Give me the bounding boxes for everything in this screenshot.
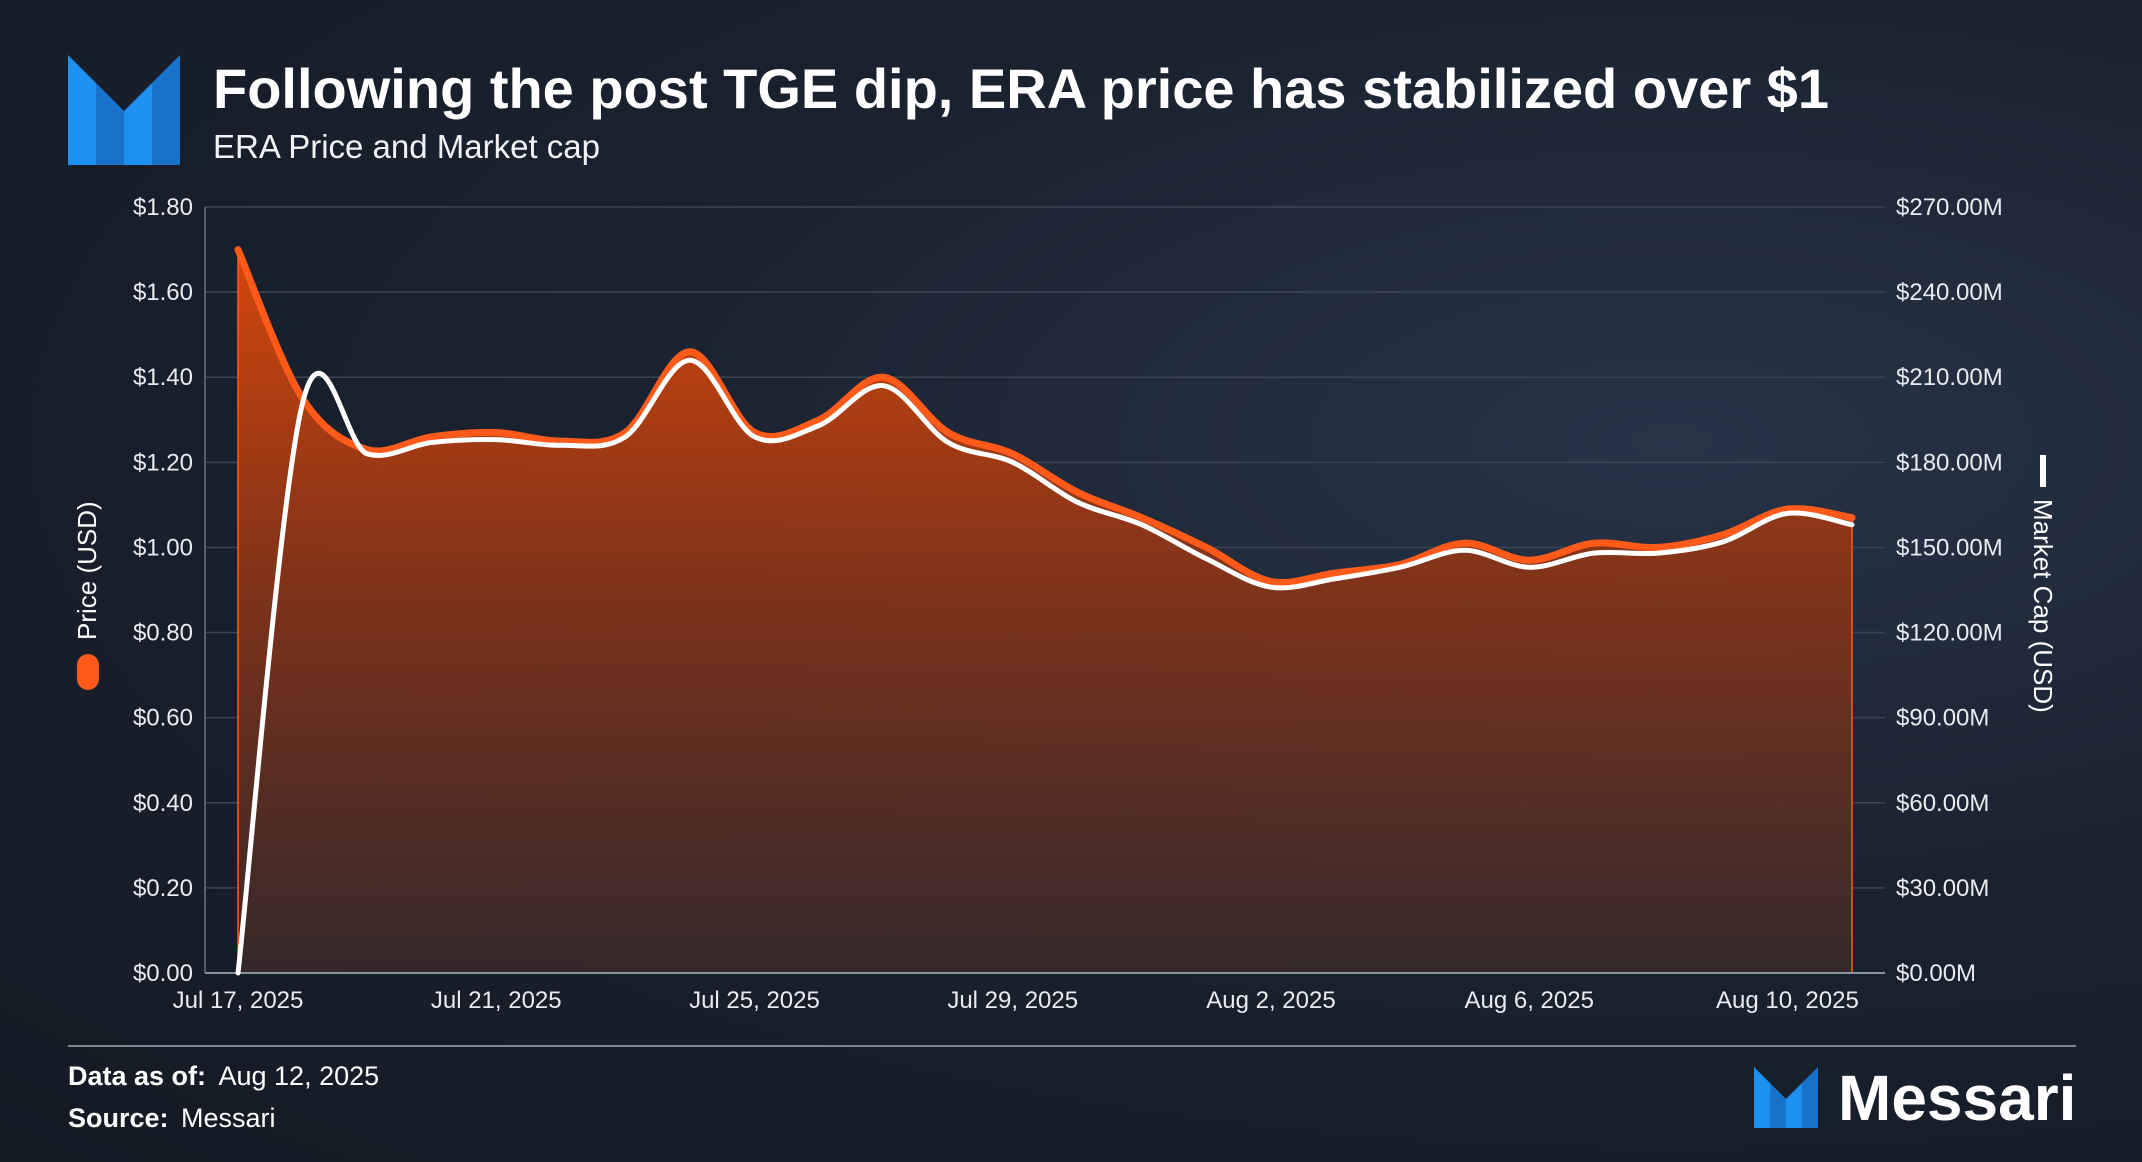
y-left-tick-label: $1.00 [133, 534, 193, 561]
y-right-tick-label: $150.00M [1896, 534, 2003, 561]
x-axis-ticks: Jul 17, 2025 Jul 21, 2025 Jul 25, 2025 Jul … [173, 987, 1859, 1014]
footer-logo-icon [1754, 1067, 1818, 1128]
y-right-tick-label: $30.00M [1896, 875, 1989, 902]
y-left-tick-label: $1.80 [133, 194, 193, 221]
data-as-of-value: Aug 12, 2025 [219, 1061, 380, 1091]
brand-wordmark: Messari [1838, 1062, 2076, 1134]
y-left-tick-label: $1.60 [133, 279, 193, 306]
y-right-tick-label: $180.00M [1896, 449, 2003, 476]
y-right-tick-label: $210.00M [1896, 364, 2003, 391]
x-tick-label: Jul 25, 2025 [689, 987, 820, 1014]
market-cap-legend-swatch [2040, 455, 2046, 487]
x-tick-label: Aug 10, 2025 [1716, 987, 1859, 1014]
right-axis-title-group: Market Cap (USD) [2028, 455, 2058, 713]
market-cap-layer [235, 357, 1855, 976]
price-area [238, 249, 1852, 974]
chart-subtitle: ERA Price and Market cap [213, 128, 600, 165]
source: Source: Messari [68, 1103, 276, 1133]
x-tick-label: Jul 17, 2025 [173, 987, 304, 1014]
y-left-tick-label: $0.00 [133, 960, 193, 987]
messari-logo-icon [68, 55, 180, 165]
y-left-tick-label: $1.40 [133, 364, 193, 391]
y-right-tick-label: $120.00M [1896, 620, 2003, 647]
y-axis-right-ticks: $0.00M $30.00M $60.00M $90.00M $120.00M $150.… [1896, 194, 2003, 987]
y-right-tick-label: $270.00M [1896, 194, 2003, 221]
y-left-tick-label: $0.40 [133, 790, 193, 817]
left-axis-title-group: Price (USD) [72, 501, 102, 690]
y-right-tick-label: $240.00M [1896, 279, 2003, 306]
market-cap-line [235, 357, 1855, 976]
right-axis-title: Market Cap (USD) [2028, 499, 2058, 713]
price-area-layer [234, 246, 1856, 974]
x-tick-label: Jul 21, 2025 [431, 987, 562, 1014]
source-label: Source: [68, 1103, 169, 1133]
data-as-of: Data as of: Aug 12, 2025 [68, 1061, 379, 1091]
y-left-tick-label: $0.80 [133, 620, 193, 647]
y-left-tick-label: $1.20 [133, 449, 193, 476]
x-tick-label: Aug 2, 2025 [1206, 987, 1335, 1014]
x-tick-label: Jul 29, 2025 [947, 987, 1078, 1014]
source-value: Messari [181, 1103, 276, 1133]
chart-title: Following the post TGE dip, ERA price ha… [213, 57, 1829, 120]
left-axis-title: Price (USD) [72, 501, 102, 640]
y-left-tick-label: $0.20 [133, 875, 193, 902]
y-axis-left-ticks: $0.00 $0.20 $0.40 $0.60 $0.80 $1.00 $1.20 $1.40… [133, 194, 193, 987]
y-right-tick-label: $60.00M [1896, 790, 1989, 817]
y-right-tick-label: $0.00M [1896, 960, 1976, 987]
y-left-tick-label: $0.60 [133, 705, 193, 732]
axis-lines [204, 207, 1885, 974]
price-legend-swatch [77, 654, 99, 690]
x-tick-label: Aug 6, 2025 [1464, 987, 1593, 1014]
y-right-tick-label: $90.00M [1896, 705, 1989, 732]
data-as-of-label: Data as of: [68, 1061, 206, 1091]
